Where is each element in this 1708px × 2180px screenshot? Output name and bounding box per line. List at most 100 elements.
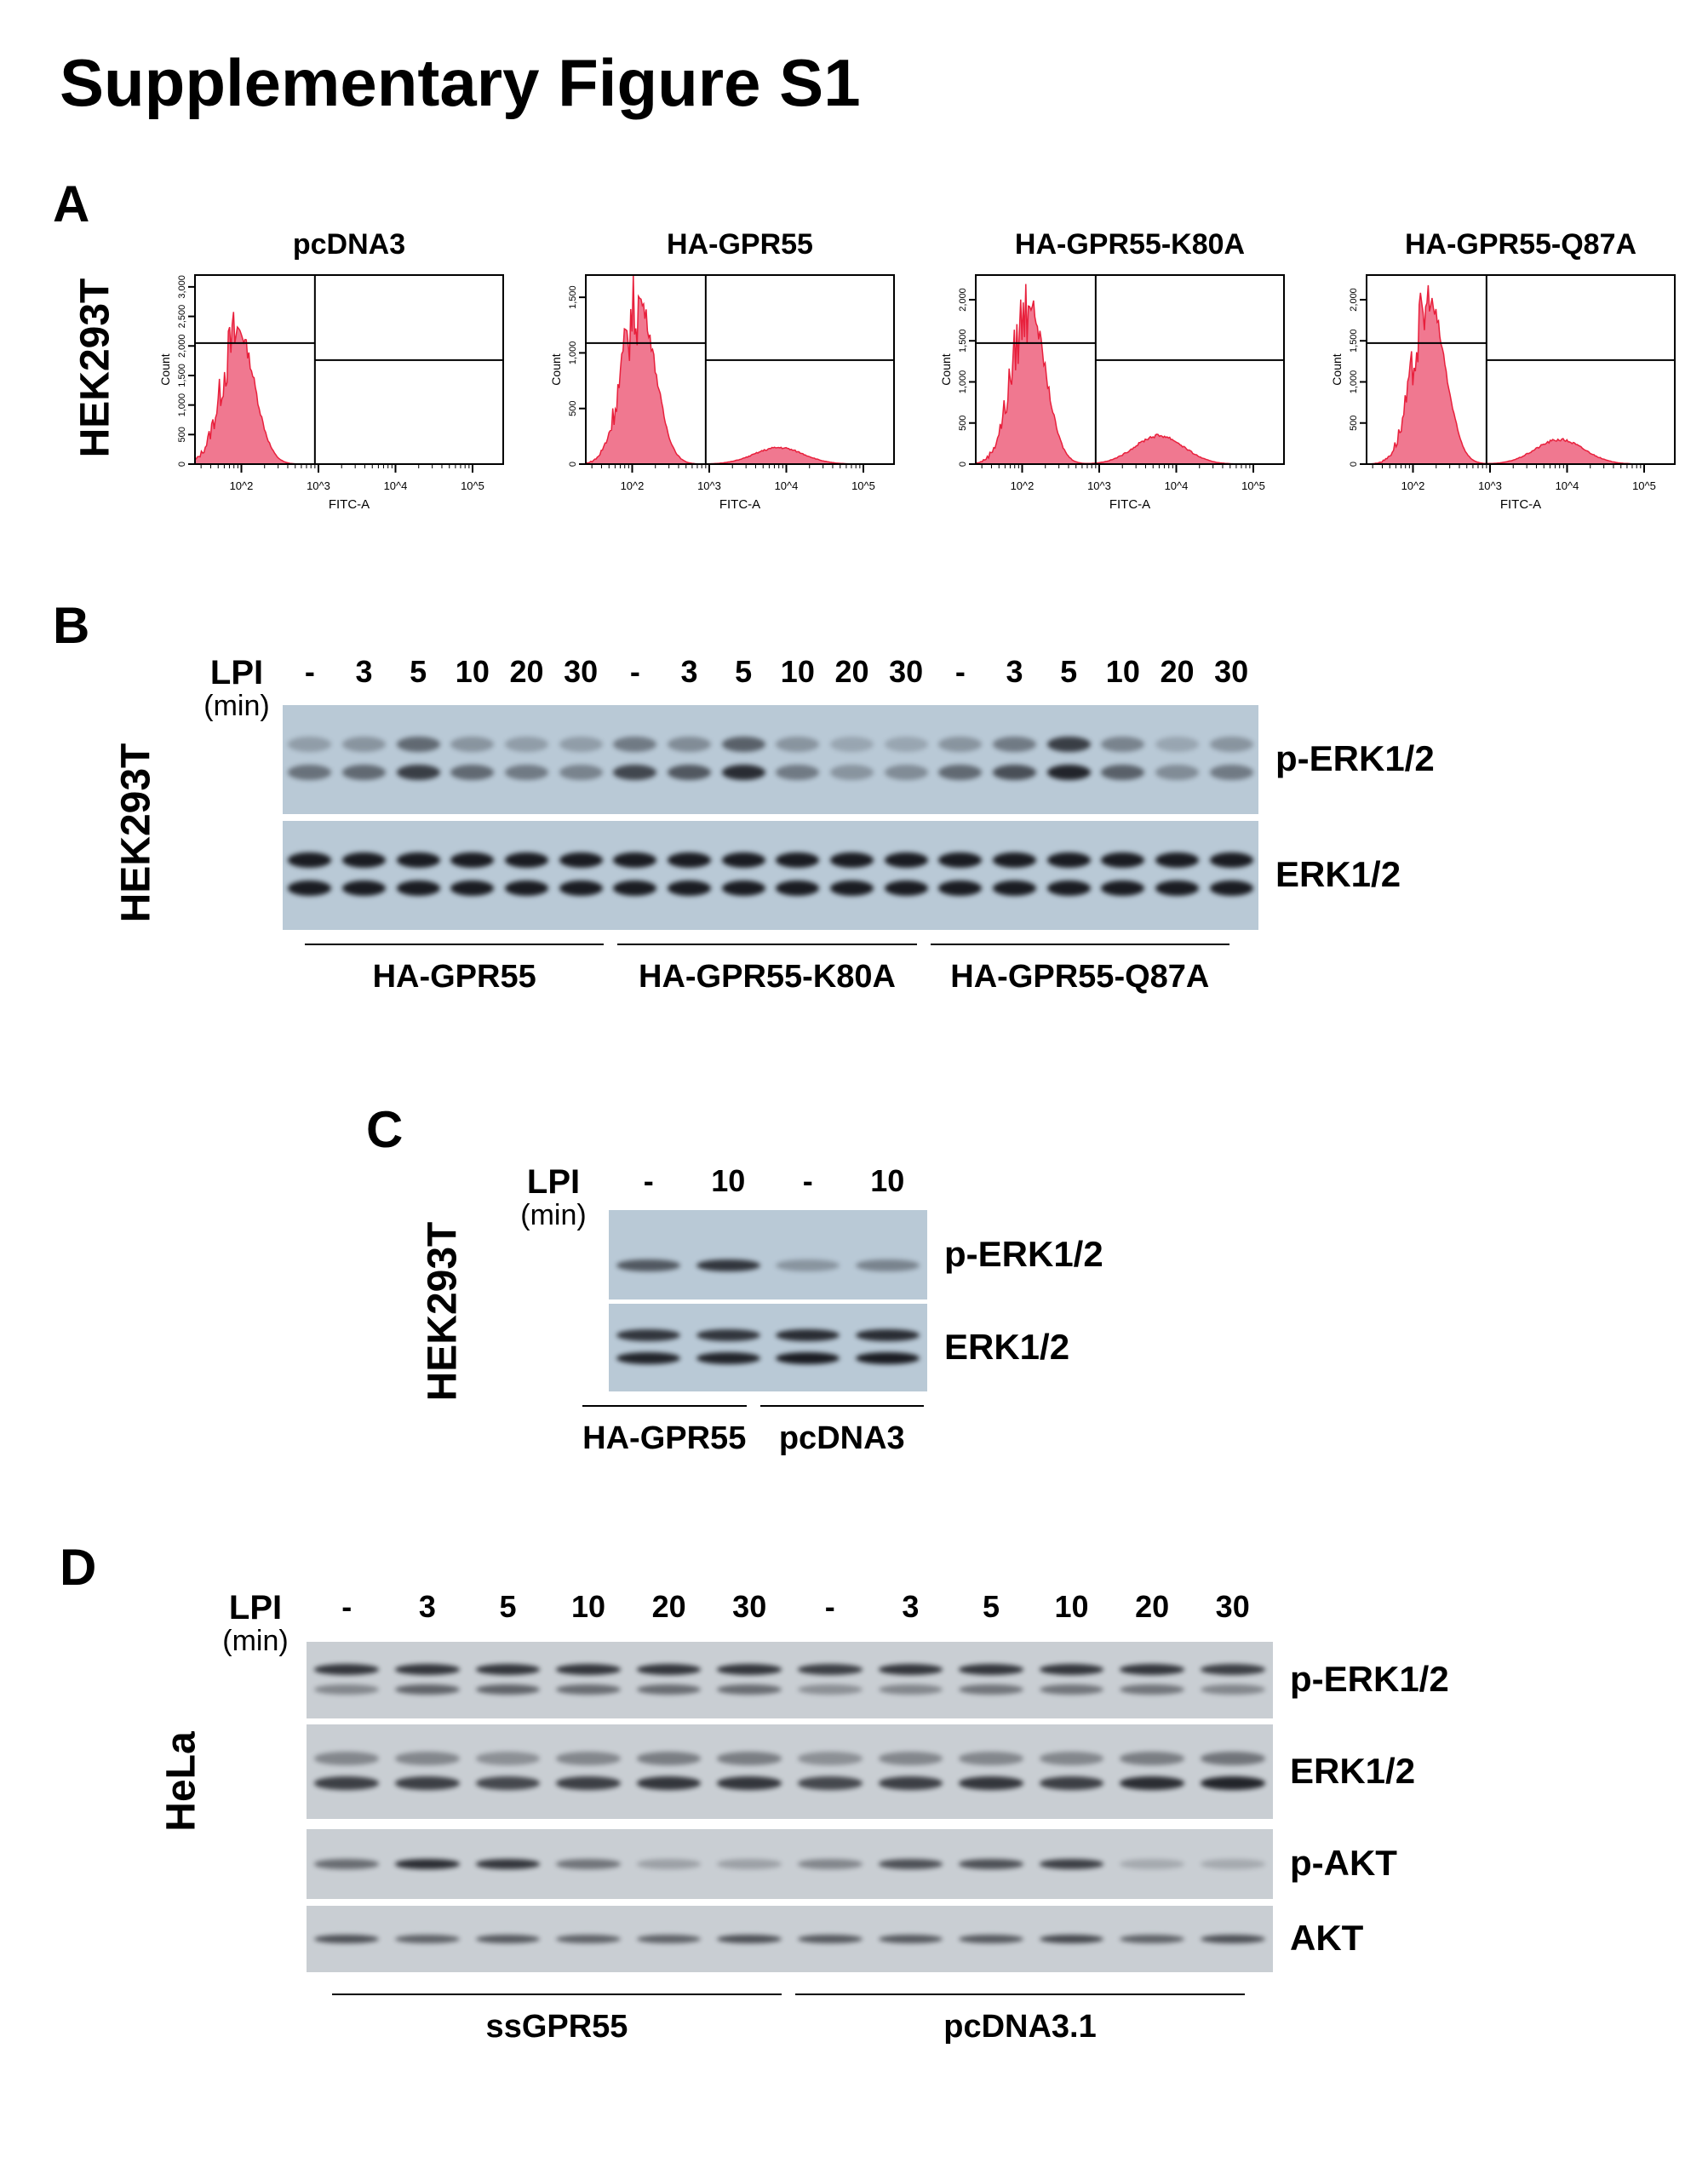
panel-a-cell-line: HEK293T <box>72 278 118 458</box>
x-tick-label: 10^3 <box>1087 479 1111 492</box>
protein-band <box>314 1752 380 1765</box>
protein-band <box>1101 737 1145 753</box>
protein-band <box>1209 765 1253 781</box>
protein-band <box>559 881 603 897</box>
lane-label: 10 <box>455 654 490 689</box>
protein-band <box>776 1259 840 1272</box>
group-label: HA-GPR55 <box>372 959 536 995</box>
protein-band <box>1200 1684 1265 1695</box>
protein-band <box>884 852 928 869</box>
protein-band <box>776 881 820 897</box>
protein-band <box>1120 1859 1184 1869</box>
y-tick-label: 2,500 <box>177 305 187 329</box>
lane-label: 30 <box>1214 654 1249 689</box>
lane-label: 20 <box>1135 1589 1170 1624</box>
group-underline <box>305 944 605 945</box>
lane-label: 10 <box>1105 654 1140 689</box>
group-label: HA-GPR55 <box>582 1420 747 1456</box>
group-underline <box>332 1994 782 1995</box>
lane-label: 5 <box>499 1589 517 1624</box>
lane-label: 30 <box>889 654 924 689</box>
protein-band <box>797 1776 863 1790</box>
protein-band <box>395 1684 460 1695</box>
protein-band <box>959 1859 1023 1869</box>
protein-band <box>505 881 548 897</box>
time-unit-label: (min) <box>520 1199 587 1231</box>
protein-band <box>717 1859 782 1869</box>
protein-band <box>505 852 548 869</box>
protein-band <box>475 1664 541 1675</box>
protein-band <box>1155 852 1199 869</box>
protein-band <box>878 1776 943 1790</box>
protein-band <box>668 852 711 869</box>
protein-band <box>1200 1934 1265 1944</box>
treatment-label: LPI <box>526 1163 581 1201</box>
group-label: HA-GPR55-Q87A <box>950 959 1210 995</box>
x-axis-label: FITC-A <box>329 497 370 512</box>
protein-band <box>556 1859 621 1869</box>
protein-band <box>475 1752 541 1765</box>
blot-p-erk1-2 <box>609 1210 927 1299</box>
x-tick-label: 10^4 <box>775 479 799 492</box>
y-tick-label: 1,000 <box>1349 370 1359 394</box>
x-tick-label: 10^4 <box>1556 479 1579 492</box>
treatment-label: LPI <box>228 1589 283 1626</box>
protein-band <box>1101 852 1145 869</box>
protein-band <box>797 1684 863 1695</box>
protein-band <box>776 765 820 781</box>
x-tick-label: 10^2 <box>230 479 254 492</box>
protein-band <box>314 1776 380 1790</box>
x-axis-label: FITC-A <box>1500 497 1541 512</box>
lane-label: 20 <box>651 1589 686 1624</box>
protein-band <box>613 852 657 869</box>
protein-band <box>717 1684 782 1695</box>
protein-band <box>1046 737 1091 753</box>
protein-band <box>505 737 548 753</box>
protein-band <box>1120 1684 1184 1695</box>
protein-band <box>1209 852 1253 869</box>
blot-erk1-2 <box>307 1724 1273 1819</box>
protein-band <box>1209 737 1253 753</box>
protein-band <box>959 1776 1023 1790</box>
protein-band <box>475 1684 541 1695</box>
protein-band <box>1039 1934 1104 1944</box>
protein-band <box>1039 1776 1104 1790</box>
protein-band <box>636 1776 702 1790</box>
protein-band <box>1046 765 1091 781</box>
x-axis-label: FITC-A <box>1109 497 1150 512</box>
blot-label: p-ERK1/2 <box>944 1233 1103 1274</box>
y-tick-label: 1,500 <box>568 285 578 309</box>
protein-band <box>938 765 983 781</box>
lane-label: - <box>629 654 640 689</box>
lane-label: 3 <box>680 654 698 689</box>
protein-band <box>636 1752 702 1765</box>
protein-band <box>721 881 765 897</box>
protein-band <box>993 737 1036 753</box>
protein-band <box>721 852 765 869</box>
lane-label: 5 <box>410 654 427 689</box>
y-axis-label: Count <box>158 353 172 385</box>
protein-band <box>721 737 765 753</box>
x-tick-label: 10^3 <box>697 479 721 492</box>
panel-a-label: A <box>53 175 90 232</box>
protein-band <box>613 737 657 753</box>
lane-label: 3 <box>418 1589 436 1624</box>
plot-frame <box>194 274 504 465</box>
lane-label: - <box>802 1163 813 1198</box>
y-tick-label: 1,000 <box>568 341 578 365</box>
protein-band <box>395 1934 460 1944</box>
panel-d-cell-line: HeLa <box>158 1731 204 1832</box>
blot-label: p-AKT <box>1290 1843 1397 1883</box>
y-tick-label: 500 <box>568 401 578 416</box>
histogram-area <box>585 274 894 465</box>
protein-band <box>342 852 386 869</box>
y-tick-label: 500 <box>177 427 187 442</box>
treatment-label: LPI <box>209 654 264 691</box>
protein-band <box>636 1859 702 1869</box>
lane-label: 20 <box>509 654 544 689</box>
lane-label: 30 <box>1215 1589 1250 1624</box>
protein-band <box>1155 737 1199 753</box>
blot-label: AKT <box>1290 1918 1364 1958</box>
protein-band <box>342 881 386 897</box>
